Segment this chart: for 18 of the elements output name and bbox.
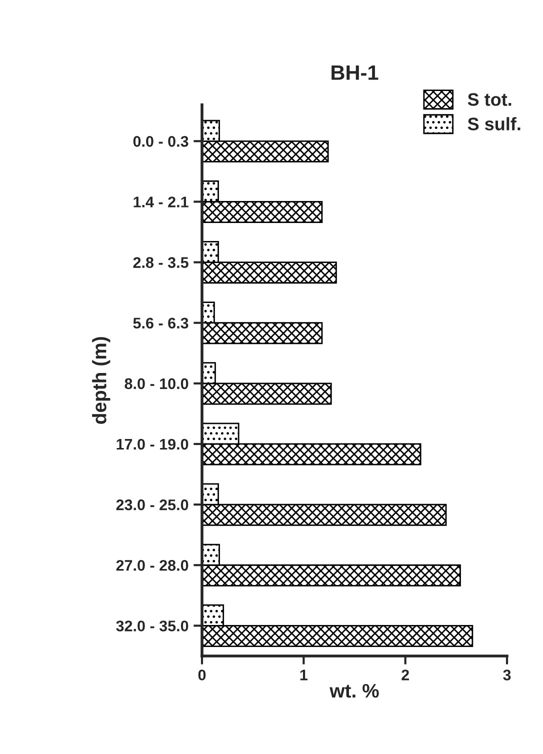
x-tick-label: 3 [503, 670, 511, 680]
y-tick-label: 5.6 - 6.3 [133, 318, 188, 329]
y-axis-title: depth (m) [92, 337, 110, 424]
x-tick-label: 0 [198, 670, 206, 680]
y-tick-label: 0.0 - 0.3 [133, 136, 188, 147]
y-tick-label: 17.0 - 19.0 [116, 438, 188, 450]
y-tick-label: 27.0 - 28.0 [116, 560, 188, 571]
legend-label: S tot. [468, 93, 512, 106]
y-tick-label: 1.4 - 2.1 [134, 196, 188, 208]
x-tick-label: 1 [300, 670, 308, 680]
y-tick-label: 32.0 - 35.0 [116, 620, 188, 632]
x-axis-title: wt. % [330, 684, 379, 698]
y-tick-label: 23.0 - 25.0 [116, 499, 188, 510]
legend-label: S sulf. [468, 117, 520, 130]
x-tick-label: 2 [402, 670, 409, 680]
y-tick-label: 8.0 - 10.0 [124, 378, 188, 390]
y-tick-label: 2.8 - 3.5 [133, 257, 188, 268]
chart-title: BH-1 [332, 65, 378, 80]
